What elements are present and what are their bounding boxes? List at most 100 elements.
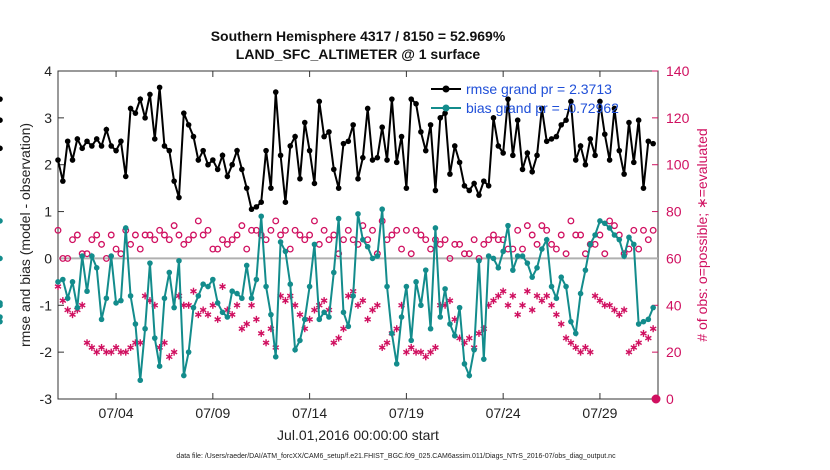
possible-marker (470, 236, 478, 244)
bias-point (389, 330, 395, 337)
bias-point (360, 236, 366, 243)
evaluated-marker (296, 311, 304, 319)
chart-title: Southern Hemisphere 4317 / 8150 = 52.969… (211, 28, 506, 44)
rmse-point (510, 152, 516, 159)
evaluated-marker (330, 339, 338, 347)
evaluated-marker (393, 325, 401, 333)
possible-marker (146, 231, 154, 239)
rmse-point (461, 183, 468, 189)
bias-point (113, 300, 119, 306)
bias-point (142, 325, 148, 332)
rmse-point (389, 96, 395, 102)
rmse-point (200, 147, 206, 154)
bias-point (635, 321, 642, 327)
rmse-point (224, 173, 231, 180)
possible-marker (519, 245, 526, 253)
rmse-point (534, 152, 540, 159)
rmse-point (519, 166, 526, 173)
bias-point (640, 318, 647, 325)
bias-point (292, 347, 298, 353)
possible-marker (272, 217, 280, 225)
bias-point (161, 295, 168, 302)
bias-point (398, 314, 405, 320)
rmse-point (471, 180, 477, 187)
bias-point (55, 279, 61, 285)
possible-marker (296, 231, 304, 239)
bias-point (432, 225, 439, 231)
rmse-point (127, 105, 134, 112)
possible-marker (649, 226, 657, 234)
evaluated-marker (291, 301, 299, 309)
bias-point (171, 304, 177, 311)
rmse-point (268, 185, 274, 191)
y-right-tick-label: 140 (666, 63, 690, 79)
bias-point (582, 267, 589, 273)
evaluated-marker (161, 339, 168, 347)
rmse-point (74, 136, 81, 142)
possible-marker (112, 245, 120, 253)
evaluated-marker (611, 306, 618, 314)
y-right-tick-label: 60 (666, 250, 682, 266)
possible-marker (243, 245, 251, 253)
evaluated-marker (644, 334, 652, 342)
possible-marker (69, 236, 76, 244)
rmse-point (379, 124, 385, 131)
evaluated-marker (107, 348, 115, 356)
evaluated-marker (625, 348, 633, 356)
bias-point (321, 309, 327, 316)
bias-point (331, 269, 337, 276)
possible-marker (398, 245, 405, 253)
possible-marker (417, 231, 425, 239)
possible-marker (562, 250, 570, 258)
bias-point (277, 239, 284, 245)
bias-line (57, 209, 655, 381)
bias-point (611, 232, 618, 238)
bias-point (93, 265, 100, 271)
bias-point (456, 304, 463, 311)
y-right-tick-label: 120 (666, 110, 690, 126)
possible-marker (161, 231, 168, 239)
x-tick-label: 07/19 (389, 405, 424, 421)
rmse-point (311, 180, 318, 187)
bias-point (447, 321, 453, 327)
bias-point (466, 372, 473, 379)
rmse-point (0, 96, 3, 102)
possible-marker (291, 226, 299, 234)
rmse-point (611, 105, 618, 112)
evaluated-marker (243, 320, 251, 328)
y-right-tick-label: 20 (666, 344, 682, 360)
bias-point (587, 241, 594, 248)
rmse-point (195, 157, 202, 163)
possible-marker (441, 236, 449, 244)
rmse-point (466, 187, 473, 194)
bias-point (471, 347, 477, 353)
evaluated-marker (112, 343, 120, 351)
possible-marker (180, 240, 188, 248)
bias-point (234, 290, 240, 297)
evaluated-marker (364, 315, 372, 323)
possible-marker (446, 254, 454, 262)
rmse-point (248, 206, 255, 213)
bias-point (166, 269, 173, 276)
bias-point (340, 309, 347, 316)
bias-point (127, 293, 134, 299)
bias-point (461, 361, 468, 367)
evaluated-marker (432, 343, 439, 351)
rmse-point (490, 115, 497, 121)
rmse-point (364, 105, 371, 112)
rmse-point (572, 157, 579, 163)
x-axis-label: Jul.01,2016 00:00:00 start (277, 427, 439, 443)
rmse-point (582, 161, 589, 168)
bias-point (108, 253, 115, 259)
rmse-point (393, 159, 400, 166)
evaluated-marker (615, 311, 623, 319)
evaluated-marker (359, 297, 367, 305)
evaluated-marker (204, 311, 212, 319)
bias-point (263, 283, 269, 290)
bias-point (151, 335, 158, 341)
possible-marker (301, 236, 309, 244)
bias-point (137, 377, 144, 384)
possible-marker (436, 240, 444, 248)
bias-point (524, 260, 531, 266)
evaluated-marker (59, 297, 67, 305)
